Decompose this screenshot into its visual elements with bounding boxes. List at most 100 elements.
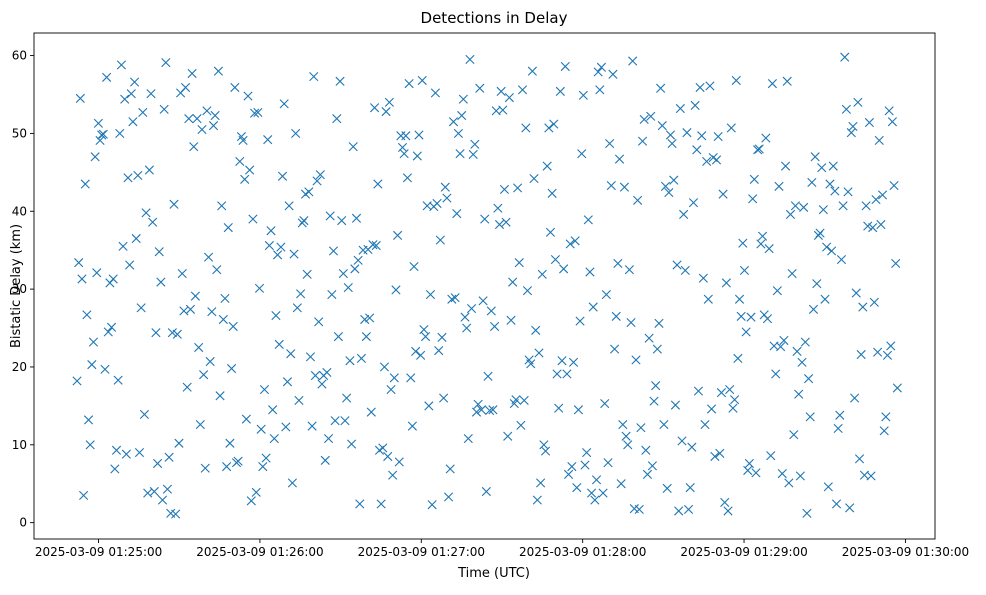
detection-point <box>226 363 237 374</box>
detection-point <box>718 189 728 199</box>
detection-point <box>218 314 228 325</box>
detection-point <box>307 421 317 431</box>
detection-point <box>746 312 756 322</box>
detection-point <box>887 117 898 127</box>
x-axis-label: Time (UTC) <box>457 566 530 581</box>
detection-point <box>527 66 537 76</box>
detection-point <box>97 130 107 140</box>
detection-point <box>800 337 810 347</box>
detection-point <box>547 188 557 198</box>
detection-point <box>217 201 227 211</box>
detection-point <box>573 405 584 415</box>
detection-point <box>79 490 89 500</box>
detection-point <box>784 478 794 488</box>
detection-point <box>314 317 324 327</box>
detection-point <box>659 419 669 430</box>
detection-point <box>383 451 393 462</box>
detection-point <box>771 369 781 379</box>
detection-point <box>161 57 171 68</box>
detection-point <box>348 142 358 152</box>
detection-point <box>534 348 544 358</box>
detection-point <box>80 179 90 189</box>
detection-point <box>430 88 440 98</box>
detection-point <box>342 393 352 403</box>
detection-point <box>545 227 556 237</box>
detection-point <box>154 247 164 257</box>
detection-point <box>302 269 312 279</box>
detection-point <box>332 114 342 124</box>
detection-point <box>881 412 891 422</box>
detection-point <box>836 254 847 265</box>
detection-point <box>843 187 853 197</box>
detection-point <box>493 203 503 213</box>
detection-point <box>486 306 496 316</box>
detection-point <box>519 395 529 406</box>
detection-point <box>720 497 730 508</box>
detection-point <box>845 503 855 513</box>
detection-point <box>220 293 230 304</box>
detection-point <box>473 399 483 409</box>
detection-point <box>600 398 610 409</box>
detection-point <box>338 268 348 279</box>
detection-point <box>463 433 473 444</box>
detection-point <box>294 395 304 406</box>
detection-point <box>751 468 761 478</box>
detection-point <box>764 244 774 254</box>
detection-point <box>560 61 570 72</box>
detection-point <box>807 177 817 188</box>
detection-point <box>517 85 528 95</box>
detection-point <box>614 154 625 164</box>
detection-point <box>582 448 592 458</box>
detection-point <box>353 255 363 265</box>
detection-point <box>468 149 478 160</box>
detection-point <box>846 128 856 138</box>
detection-point <box>371 240 381 251</box>
detection-point <box>787 268 797 279</box>
detection-point <box>749 174 759 184</box>
detection-point <box>557 356 567 366</box>
detection-point <box>494 219 505 230</box>
detection-point <box>299 216 309 226</box>
detection-point <box>695 82 705 93</box>
detection-point <box>853 97 863 107</box>
detection-point <box>167 328 177 338</box>
detection-point <box>393 230 403 240</box>
detection-point <box>698 273 708 283</box>
detection-point <box>618 419 628 430</box>
detection-point <box>213 66 223 76</box>
detection-point <box>889 180 899 191</box>
detection-point <box>586 488 597 498</box>
detection-point <box>368 240 378 250</box>
detection-point <box>652 344 662 354</box>
detection-point <box>452 209 462 219</box>
detection-point <box>757 231 768 241</box>
detection-point <box>874 135 884 146</box>
detection-point <box>549 119 559 129</box>
detection-point <box>886 341 896 351</box>
detection-point <box>125 260 135 270</box>
detection-point <box>803 374 814 384</box>
detection-point <box>741 327 751 337</box>
detection-point <box>588 302 598 312</box>
detection-point <box>205 356 215 367</box>
detection-point <box>567 462 577 472</box>
detection-point <box>427 500 437 510</box>
detection-point <box>228 321 238 332</box>
detection-point <box>797 357 807 367</box>
x-tick-label: 2025-03-09 01:28:00 <box>519 545 646 559</box>
detection-point <box>184 114 194 124</box>
detection-point <box>233 456 243 466</box>
detection-point <box>827 246 837 256</box>
detection-point <box>75 93 85 103</box>
detection-point <box>177 268 187 279</box>
detection-point <box>761 133 771 143</box>
detection-point <box>98 129 108 139</box>
detection-point <box>210 110 220 121</box>
detection-point <box>180 82 191 93</box>
detection-point <box>508 277 518 287</box>
detection-point <box>848 121 858 132</box>
detection-point <box>389 373 399 383</box>
detection-point <box>424 401 434 411</box>
detection-point <box>766 451 776 461</box>
detection-point <box>669 175 679 185</box>
